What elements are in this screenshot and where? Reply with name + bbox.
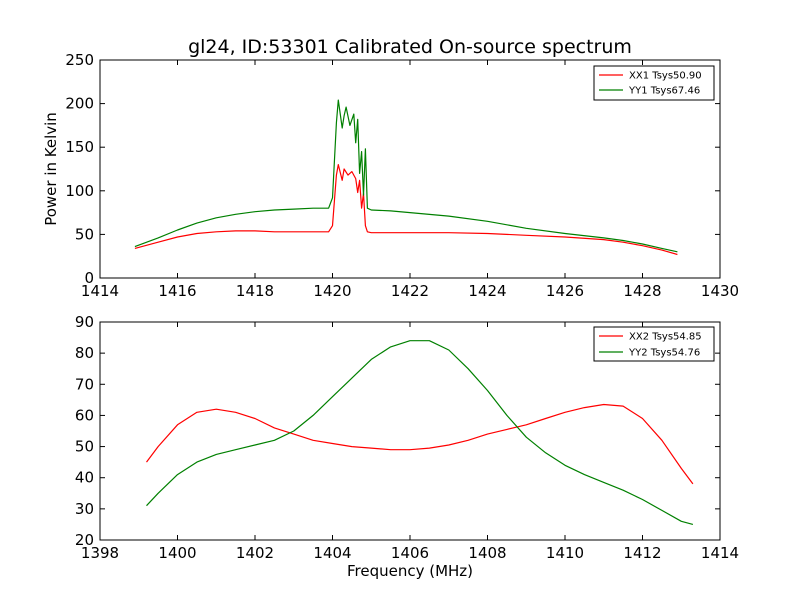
bottom-y-tick-label: 40 bbox=[75, 469, 94, 487]
bottom-x-tick-label: 1414 bbox=[701, 544, 739, 562]
bottom-series-line-2 bbox=[146, 340, 694, 525]
bottom-x-tick-label: 1404 bbox=[313, 544, 351, 562]
legend-label-yy2: YY2 Tsys54.76 bbox=[628, 348, 700, 359]
bottom-x-tick-label: 1406 bbox=[391, 544, 429, 562]
top-y-tick-label: 200 bbox=[65, 95, 94, 113]
chart-title: gl24, ID:53301 Calibrated On-source spec… bbox=[188, 36, 632, 58]
legend-box bbox=[593, 326, 715, 362]
top-x-tick-label: 1418 bbox=[236, 282, 274, 300]
bottom-legend: XX2 Tsys54.85 YY2 Tsys54.76 bbox=[593, 326, 715, 362]
top-series-layer bbox=[134, 99, 678, 256]
top-y-tick-label: 150 bbox=[65, 138, 94, 156]
top-x-tick-label: 1416 bbox=[158, 282, 196, 300]
bottom-series-layer bbox=[146, 340, 694, 525]
top-legend: XX1 Tsys50.90 YY1 Tsys67.46 bbox=[593, 65, 715, 101]
top-x-tick-label: 1428 bbox=[623, 282, 661, 300]
bottom-y-tick-label: 80 bbox=[75, 344, 94, 362]
legend-label-xx2: XX2 Tsys54.85 bbox=[629, 332, 702, 343]
bottom-y-tick-label: 20 bbox=[75, 531, 94, 549]
top-x-tick-label: 1414 bbox=[81, 282, 119, 300]
bottom-x-axis-label: Frequency (MHz) bbox=[347, 562, 473, 580]
bottom-x-tick-label: 1402 bbox=[236, 544, 274, 562]
bottom-y-tick-label: 60 bbox=[75, 406, 94, 424]
top-panel: 1414 1416 1418 1420 1422 1424 1426 1428 1430 0 50 1… bbox=[42, 51, 739, 300]
bottom-x-tick-label: 1412 bbox=[623, 544, 661, 562]
top-x-tick-label: 1424 bbox=[468, 282, 506, 300]
top-ticks-layer: 1414 1416 1418 1420 1422 1424 1426 1428 1430 0 50 1… bbox=[65, 51, 739, 300]
top-series-line-2 bbox=[134, 99, 678, 253]
top-y-tick-label: 100 bbox=[65, 182, 94, 200]
bottom-x-tick-label: 1408 bbox=[468, 544, 506, 562]
top-x-tick-label: 1430 bbox=[701, 282, 739, 300]
bottom-x-tick-label: 1410 bbox=[546, 544, 584, 562]
bottom-x-tick-label: 1400 bbox=[158, 544, 196, 562]
legend-label-xx1: XX1 Tsys50.90 bbox=[629, 71, 702, 82]
legend-label-yy1: YY1 Tsys67.46 bbox=[628, 86, 700, 97]
bottom-y-tick-label: 90 bbox=[75, 313, 94, 331]
bottom-ticks-layer: 1398 1400 1402 1404 1406 1408 1410 1412 1414 20 30… bbox=[75, 313, 739, 562]
bottom-series-line-1 bbox=[146, 403, 694, 485]
top-x-tick-label: 1420 bbox=[313, 282, 351, 300]
top-y-tick-label: 250 bbox=[65, 51, 94, 69]
bottom-y-tick-label: 30 bbox=[75, 500, 94, 518]
bottom-y-tick-label: 50 bbox=[75, 438, 94, 456]
top-y-axis-label: Power in Kelvin bbox=[42, 112, 60, 226]
top-series-line-1 bbox=[134, 164, 678, 256]
top-x-tick-label: 1422 bbox=[391, 282, 429, 300]
bottom-panel: 1398 1400 1402 1404 1406 1408 1410 1412 1414 20 30… bbox=[75, 313, 739, 580]
top-y-tick-label: 50 bbox=[75, 225, 94, 243]
bottom-y-tick-label: 70 bbox=[75, 375, 94, 393]
top-x-tick-label: 1426 bbox=[546, 282, 584, 300]
bottom-x-tick-label: 1398 bbox=[81, 544, 119, 562]
legend-box bbox=[593, 65, 715, 101]
top-y-tick-label: 0 bbox=[84, 269, 94, 287]
